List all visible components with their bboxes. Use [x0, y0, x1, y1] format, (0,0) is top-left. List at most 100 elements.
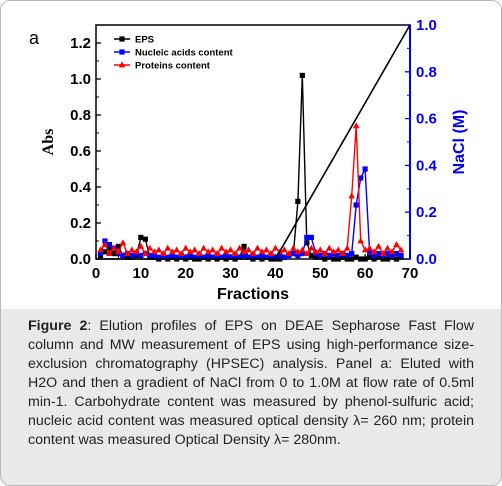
series-point-2 — [334, 246, 342, 253]
series-point-2 — [227, 246, 234, 253]
series-point-1 — [165, 254, 171, 260]
series-point-0 — [371, 256, 377, 262]
series-point-2 — [231, 250, 239, 256]
legend-entry: Nucleic acids content — [135, 48, 234, 59]
series-point-2 — [151, 248, 158, 255]
series-line-3 — [96, 24, 411, 260]
series-point-2 — [285, 250, 293, 256]
y-left-tick-label: 0.0 — [70, 251, 91, 268]
series-point-2 — [361, 246, 369, 253]
series-point-2 — [290, 244, 297, 251]
series-point-0 — [106, 245, 113, 251]
series-point-0 — [304, 240, 310, 246]
y-left-tick-label: 0.6 — [70, 143, 91, 160]
series-point-0 — [142, 236, 148, 242]
series-point-2 — [209, 246, 216, 253]
series-point-1 — [97, 251, 104, 257]
series-point-1 — [245, 254, 252, 260]
series-point-1 — [192, 254, 198, 260]
series-point-0 — [102, 249, 108, 255]
y-left-tick-label: 0.2 — [70, 215, 91, 232]
series-point-1 — [183, 254, 189, 260]
series-point-2 — [281, 246, 288, 253]
series-point-1 — [169, 252, 175, 258]
series-point-1 — [389, 252, 395, 258]
series-point-2 — [146, 244, 154, 251]
legend-marker — [119, 49, 125, 55]
series-point-2 — [303, 250, 311, 256]
series-point-2 — [343, 244, 351, 251]
series-point-1 — [349, 251, 355, 257]
y-right-tick-label: 0.8 — [416, 64, 437, 81]
series-point-0 — [358, 256, 364, 262]
series-point-1 — [281, 254, 287, 260]
series-point-0 — [331, 256, 337, 262]
series-point-2 — [213, 250, 221, 256]
series-point-2 — [218, 244, 225, 251]
series-point-2 — [339, 250, 347, 256]
series-point-0 — [241, 243, 247, 249]
series-point-2 — [388, 248, 396, 255]
series-point-2 — [128, 246, 136, 253]
series-point-2 — [267, 250, 275, 256]
y-right-tick-label: 0.4 — [416, 157, 438, 174]
x-tick-label: 60 — [357, 265, 374, 282]
series-point-1 — [263, 254, 270, 260]
series-point-0 — [124, 254, 130, 260]
series-point-2 — [316, 246, 324, 253]
y-right-tick-label: 0.2 — [416, 204, 437, 221]
series-point-2 — [366, 244, 373, 251]
series-point-0 — [299, 72, 305, 78]
series-point-2 — [312, 248, 320, 255]
series-point-1 — [106, 242, 113, 248]
series-point-2 — [357, 237, 364, 244]
x-tick-label: 70 — [402, 265, 419, 282]
series-point-1 — [219, 254, 225, 260]
y-right-tick-label: 0.0 — [416, 251, 437, 268]
series-point-1 — [205, 252, 211, 258]
series-point-2 — [200, 244, 207, 251]
series-point-1 — [272, 254, 279, 260]
series-point-1 — [259, 252, 265, 258]
series-point-2 — [133, 248, 140, 255]
series-point-0 — [367, 254, 373, 260]
x-tick-label: 0 — [92, 265, 100, 282]
series-point-2 — [352, 122, 360, 129]
series-point-2 — [397, 246, 405, 253]
series-point-1 — [335, 252, 341, 258]
series-point-1 — [362, 166, 368, 172]
series-point-2 — [325, 244, 333, 251]
y-left-tick-label: 1.2 — [70, 35, 91, 52]
series-point-2 — [330, 248, 338, 255]
x-axis-label: Fractions — [217, 286, 289, 303]
series-point-0 — [138, 234, 144, 240]
series-point-1 — [227, 254, 234, 260]
y-right-axis-label: NaCl (M) — [451, 110, 468, 175]
series-point-1 — [371, 252, 377, 258]
series-point-1 — [223, 252, 229, 258]
legend-entry: EPS — [135, 35, 154, 46]
series-point-2 — [321, 250, 329, 256]
series-point-2 — [101, 241, 109, 247]
series-point-0 — [313, 254, 319, 260]
series-point-1 — [156, 254, 162, 260]
series-point-0 — [335, 256, 341, 262]
series-point-2 — [110, 244, 118, 251]
series-point-1 — [299, 251, 305, 257]
series-point-0 — [277, 256, 283, 262]
panel-label: a — [29, 28, 40, 48]
series-point-2 — [249, 250, 257, 256]
caption-label: Figure 2 — [28, 318, 88, 334]
series-point-0 — [308, 252, 314, 258]
x-tick-label: 40 — [267, 265, 284, 282]
series-point-1 — [138, 252, 144, 258]
y-left-axis-label: Abs — [40, 129, 57, 156]
series-point-1 — [210, 254, 216, 260]
series-point-2 — [106, 250, 113, 256]
series-point-2 — [299, 246, 306, 253]
series-point-0 — [362, 256, 368, 262]
series-point-1 — [326, 252, 332, 258]
x-tick-label: 20 — [177, 265, 194, 282]
series-point-2 — [245, 246, 252, 253]
y-left-tick-label: 1.0 — [70, 71, 91, 88]
